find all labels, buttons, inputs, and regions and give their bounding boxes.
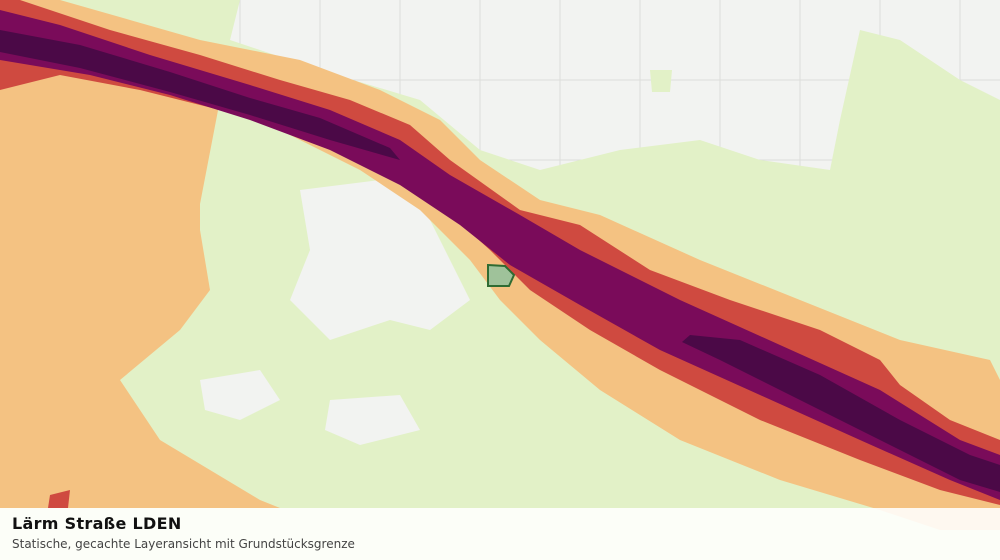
noise-zone-extreme <box>0 30 1000 492</box>
map-subtitle: Statische, gecachte Layeransicht mit Gru… <box>12 537 355 551</box>
caption-panel: Lärm Straße LDEN Statische, gecachte Lay… <box>0 508 1000 560</box>
map-title: Lärm Straße LDEN <box>12 514 182 533</box>
parcel-boundary <box>487 263 516 287</box>
noise-zone-very-high <box>0 10 1000 500</box>
background-gap <box>200 180 470 445</box>
